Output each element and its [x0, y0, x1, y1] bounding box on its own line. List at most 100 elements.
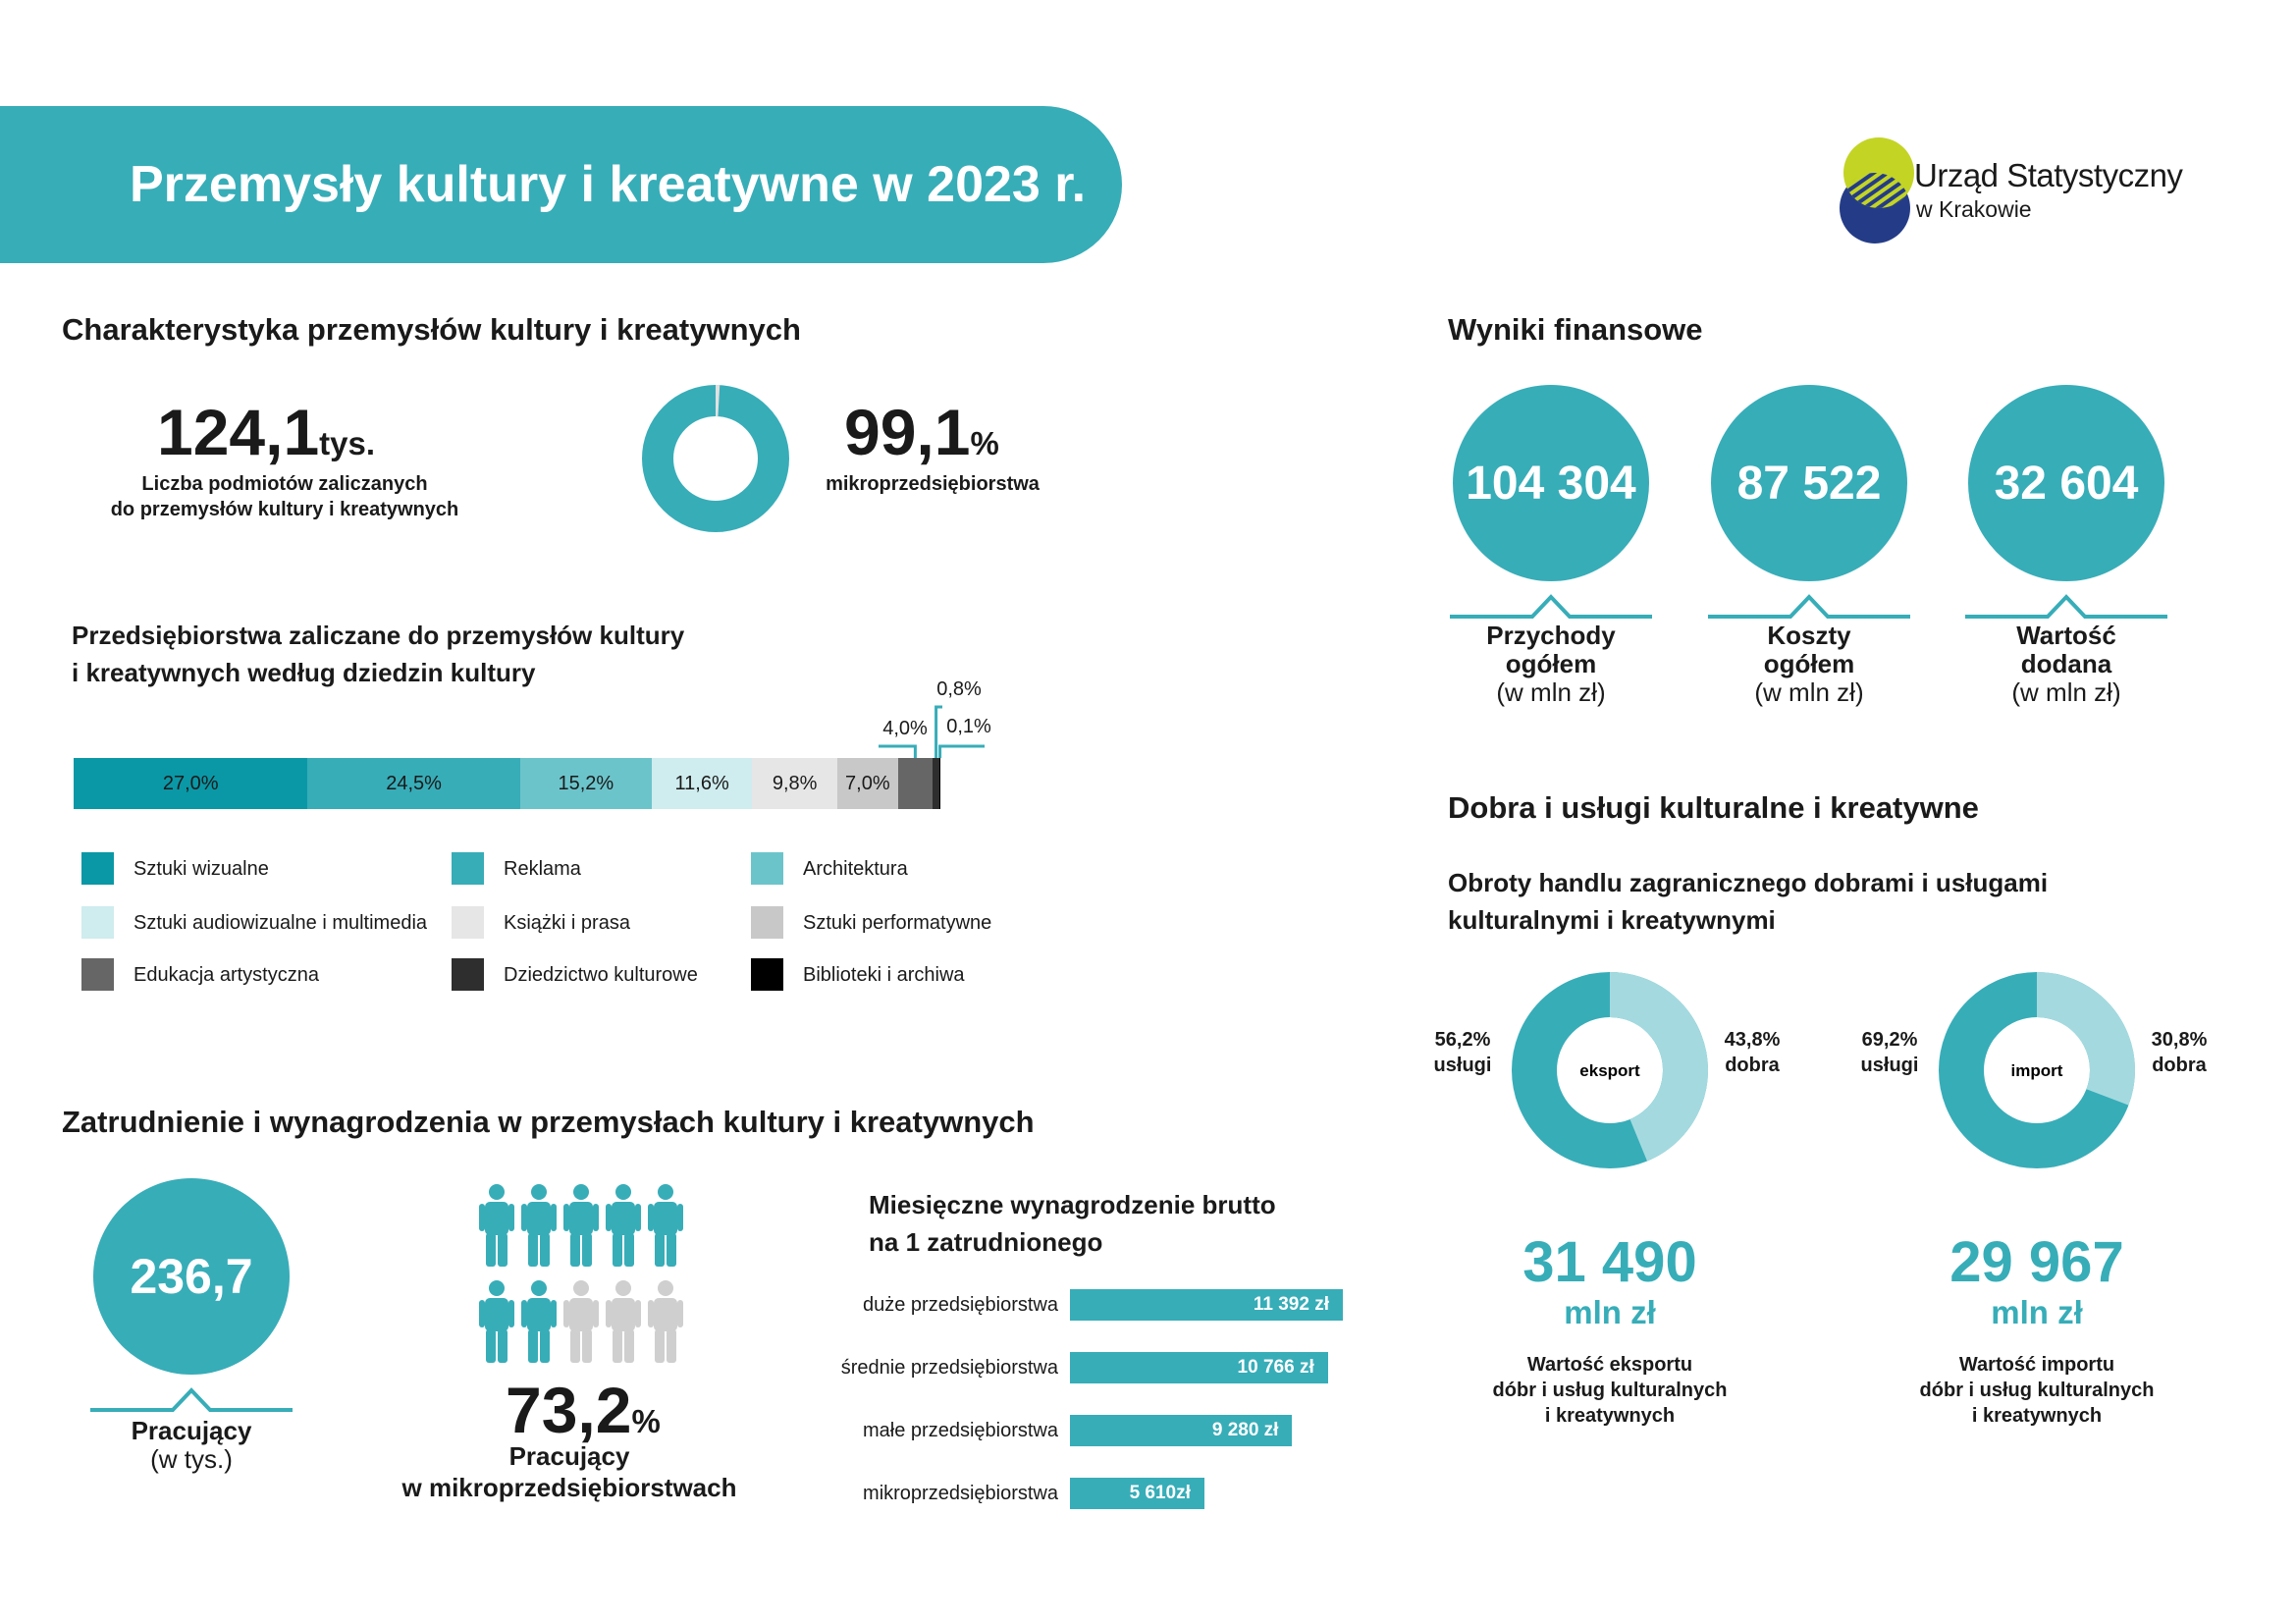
logo-icon [1840, 137, 1914, 244]
finance-circle: 32 604 [1968, 385, 2164, 581]
wages-heading: Miesięczne wynagrodzenie brutto na 1 zat… [869, 1186, 1276, 1261]
import-caption-line2: dóbr i usług kulturalnych [1919, 1380, 2155, 1401]
domain-bar-label: 27,0% [162, 772, 219, 794]
wage-category-label: duże przedsiębiorstwa [863, 1294, 1058, 1316]
import-caption-line1: Wartość importu [1958, 1354, 2115, 1376]
wage-bar: 11 392 zł [1070, 1289, 1343, 1321]
export-unit: mln zł [1564, 1294, 1656, 1330]
domain-callout-line [879, 744, 917, 758]
export-donut: eksport [1512, 972, 1708, 1168]
micro-caption: mikroprzedsiębiorstwa [826, 473, 1040, 495]
wages-heading-line1: Miesięczne wynagrodzenie brutto [869, 1190, 1276, 1219]
export-caption-line2: dóbr i usług kulturalnych [1492, 1380, 1728, 1401]
entities-unit: tys. [319, 425, 376, 461]
domain-bar-segment [939, 758, 940, 809]
legend-label: Sztuki performatywne [803, 912, 992, 934]
finance-label-1: Przychody [1486, 621, 1616, 650]
finance-pointer [1965, 594, 2167, 619]
domain-bar-segment [897, 758, 934, 809]
export-donut-center: eksport [1579, 1061, 1640, 1080]
finance-heading: Wyniki finansowe [1448, 312, 1703, 347]
import-services-label: 69,2% usługi [1841, 1027, 1939, 1078]
import-caption-line3: i kreatywnych [1971, 1405, 2103, 1427]
export-goods-label: 43,8% dobra [1703, 1027, 1801, 1078]
person-icon [648, 1280, 683, 1363]
import-services-pct: 69,2% [1861, 1029, 1918, 1051]
domains-callout-lines: 4,0% 0,8% 0,1% [879, 678, 991, 758]
domain-bar-segment: 11,6% [651, 758, 753, 809]
goods-subheading-line1: Obroty handlu zagranicznego dobrami i us… [1448, 868, 2049, 897]
micro-unit: % [970, 425, 999, 461]
title-banner [0, 106, 1122, 263]
domain-callout-line [934, 705, 942, 758]
finance-unit: (w mln zł) [1754, 677, 1864, 707]
finance-pointer [1450, 594, 1652, 619]
person-icon [606, 1184, 641, 1267]
domain-bar-label: 15,2% [558, 772, 614, 794]
wages-heading-line2: na 1 zatrudnionego [869, 1227, 1103, 1257]
import-caption: Wartość importu dóbr i usług kulturalnyc… [1841, 1352, 2233, 1429]
legend-label: Dziedzictwo kulturowe [504, 964, 698, 986]
finance-label-2: ogółem [1505, 649, 1597, 678]
micro-number: 99,1 [844, 396, 971, 468]
domain-bar-label: 24,5% [386, 772, 442, 794]
domain-bar-segment: 7,0% [836, 758, 898, 809]
logo-name: Urząd Statystyczny [1914, 157, 2183, 193]
person-icon [521, 1184, 557, 1267]
finance-caption: Wartość dodana (w mln zł) [1949, 622, 2184, 707]
entities-caption-line2: do przemysłów kultury i kreatywnych [110, 499, 459, 520]
goods-heading: Dobra i usługi kulturalne i kreatywne [1448, 790, 1979, 825]
person-icon [563, 1280, 599, 1363]
workers-unit: (w tys.) [150, 1444, 233, 1474]
employment-micro-number: 73,2 [506, 1374, 632, 1446]
import-goods-slice [2036, 972, 2135, 1106]
finance-caption: Przychody ogółem (w mln zł) [1433, 622, 1669, 707]
micro-donut [642, 385, 789, 532]
employment-heading: Zatrudnienie i wynagrodzenia w przemysła… [62, 1105, 1035, 1139]
domain-bar-label: 11,6% [674, 772, 729, 794]
domain-bar-label: 9,8% [772, 772, 818, 794]
legend-swatch [751, 852, 783, 885]
import-services-name: usługi [1860, 1055, 1919, 1076]
wage-bar: 10 766 zł [1070, 1352, 1328, 1383]
export-services-name: usługi [1433, 1055, 1492, 1076]
wage-category-label: mikroprzedsiębiorstwa [863, 1483, 1058, 1504]
import-goods-name: dobra [2152, 1055, 2207, 1076]
legend-swatch [452, 958, 484, 991]
finance-circle: 104 304 [1453, 385, 1649, 581]
legend-label: Architektura [803, 858, 908, 880]
domain-bar-segment: 24,5% [307, 758, 520, 809]
domain-bar-label: 7,0% [845, 772, 890, 794]
finance-unit: (w mln zł) [1496, 677, 1606, 707]
legend-label: Reklama [504, 858, 581, 880]
export-goods-pct: 43,8% [1724, 1029, 1781, 1051]
person-icon [606, 1280, 641, 1363]
import-goods-pct: 30,8% [2151, 1029, 2208, 1051]
export-caption-line3: i kreatywnych [1544, 1405, 1676, 1427]
person-icon [648, 1184, 683, 1267]
domain-callout-label: 0,8% [936, 678, 982, 700]
export-services-pct: 56,2% [1434, 1029, 1491, 1051]
legend-swatch [452, 906, 484, 939]
entities-caption-line1: Liczba podmiotów zaliczanych [141, 473, 428, 495]
employment-micro-label1: Pracujący [508, 1441, 630, 1471]
export-goods-name: dobra [1725, 1055, 1780, 1076]
entities-value: 124,1tys. [157, 395, 375, 469]
micro-value: 99,1% [844, 395, 999, 469]
domains-heading-line2: i kreatywnych według dziedzin kultury [72, 658, 536, 687]
logo [1828, 135, 1926, 245]
export-services-label: 56,2% usługi [1414, 1027, 1512, 1078]
export-goods-slice [1609, 972, 1708, 1162]
legend-swatch [81, 852, 114, 885]
legend-swatch [751, 958, 783, 991]
logo-city: w Krakowie [1916, 196, 2032, 222]
finance-label-1: Koszty [1767, 621, 1851, 650]
domain-callout-line [938, 744, 985, 758]
legend-swatch [81, 906, 114, 939]
person-icon [521, 1280, 557, 1363]
domains-heading: Przedsiębiorstwa zaliczane do przemysłów… [72, 617, 684, 691]
characteristics-heading: Charakterystyka przemysłów kultury i kre… [62, 312, 801, 347]
entities-number: 124,1 [157, 396, 320, 468]
legend-label: Sztuki wizualne [133, 858, 269, 880]
domain-callout-label: 0,1% [946, 716, 991, 737]
